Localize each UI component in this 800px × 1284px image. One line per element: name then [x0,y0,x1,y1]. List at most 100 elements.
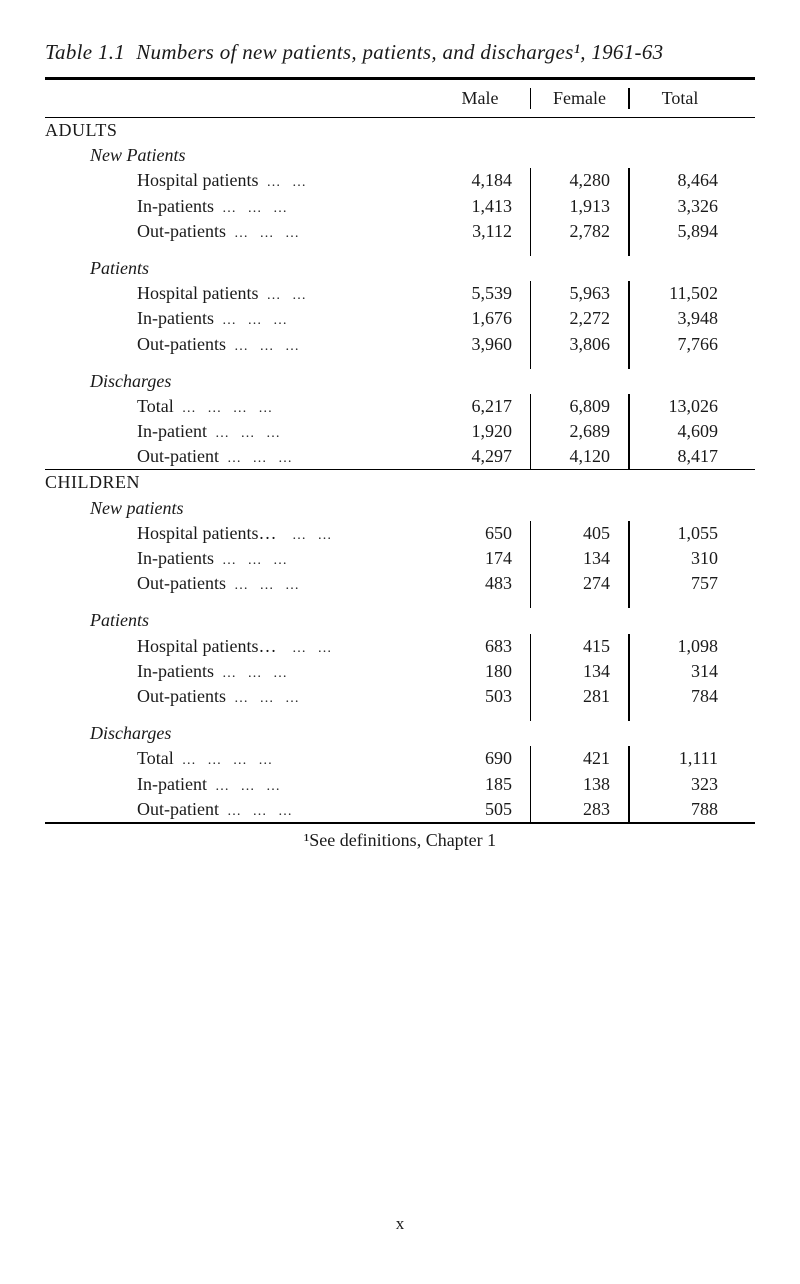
row-label: Out-patient… … … [45,444,430,469]
cell-female: 283 [530,797,630,822]
table-row: Out-patients… … … 3,112 2,782 5,894 [45,219,755,244]
cell-male: 5,539 [430,281,530,306]
title-text: Numbers of new patients, patients, and d… [136,40,663,64]
table-row: Total… … … … 690 421 1,111 [45,746,755,771]
table-row: Hospital patients… … 4,184 4,280 8,464 [45,168,755,193]
cell-male: 174 [430,546,530,571]
group-heading-row: Patients [45,608,755,633]
cell-total: 11,502 [630,281,730,306]
row-label: Out-patients… … … [45,684,430,709]
row-label: In-patients… … … [45,659,430,684]
header-label-spacer [45,88,430,109]
cell-female: 2,782 [530,219,630,244]
row-label: Hospital patients… … [45,168,430,193]
table-row: In-patients… … … 174 134 310 [45,546,755,571]
cell-female: 415 [530,634,630,659]
cell-male: 1,676 [430,306,530,331]
cell-male: 1,413 [430,194,530,219]
cell-male: 185 [430,772,530,797]
spacer-row [45,357,755,369]
row-label: In-patients… … … [45,306,430,331]
cell-male: 4,184 [430,168,530,193]
row-label: In-patients… … … [45,194,430,219]
cell-total: 1,111 [630,746,730,771]
cell-female: 138 [530,772,630,797]
cell-male: 503 [430,684,530,709]
row-label: Out-patients… … … [45,332,430,357]
cell-female: 6,809 [530,394,630,419]
row-label: In-patients… … … [45,546,430,571]
column-header-male: Male [430,88,530,109]
cell-male: 4,297 [430,444,530,469]
table-title: Table 1.1 Numbers of new patients, patie… [45,40,755,65]
table-row: Out-patients… … … 503 281 784 [45,684,755,709]
table-row: Out-patient… … … 505 283 788 [45,797,755,824]
cell-female: 1,913 [530,194,630,219]
cell-female: 405 [530,521,630,546]
cell-male: 180 [430,659,530,684]
cell-total: 788 [630,797,730,822]
cell-total: 4,609 [630,419,730,444]
row-label: Hospital patients… … [45,281,430,306]
cell-female: 4,280 [530,168,630,193]
group-heading: Discharges [45,369,430,394]
table-number: Table 1.1 [45,40,125,64]
cell-total: 1,055 [630,521,730,546]
cell-male: 505 [430,797,530,822]
cell-female: 281 [530,684,630,709]
group-heading: Patients [45,608,430,633]
group-heading-row: New patients [45,496,755,521]
table-header-row: Male Female Total [45,80,755,118]
section-heading-row: CHILDREN [45,470,755,495]
cell-male: 483 [430,571,530,596]
cell-total: 5,894 [630,219,730,244]
cell-male: 3,112 [430,219,530,244]
cell-male: 6,217 [430,394,530,419]
cell-male: 3,960 [430,332,530,357]
table-row: Out-patients… … … 3,960 3,806 7,766 [45,332,755,357]
cell-male: 1,920 [430,419,530,444]
cell-total: 1,098 [630,634,730,659]
table-row: In-patients… … … 180 134 314 [45,659,755,684]
cell-female: 134 [530,659,630,684]
group-heading-row: Patients [45,256,755,281]
spacer-row [45,244,755,256]
column-header-female: Female [530,88,630,109]
cell-male: 690 [430,746,530,771]
cell-total: 314 [630,659,730,684]
row-label: Total… … … … [45,746,430,771]
group-heading-row: Discharges [45,721,755,746]
group-heading-row: New Patients [45,143,755,168]
row-label: Out-patients… … … [45,219,430,244]
section-heading: CHILDREN [45,470,430,495]
cell-female: 421 [530,746,630,771]
row-label: Hospital patients… … … [45,634,430,659]
column-header-total: Total [630,88,730,109]
spacer-row [45,709,755,721]
cell-total: 310 [630,546,730,571]
cell-total: 8,417 [630,444,730,469]
cell-total: 757 [630,571,730,596]
cell-total: 8,464 [630,168,730,193]
section-heading: ADULTS [45,118,430,143]
table-row: Out-patient… … … 4,297 4,120 8,417 [45,444,755,469]
cell-female: 2,272 [530,306,630,331]
table-row: Out-patients… … … 483 274 757 [45,571,755,596]
row-label: Out-patient… … … [45,797,430,822]
table-row: Hospital patients… … … 650 405 1,055 [45,521,755,546]
table-row: In-patient… … … 185 138 323 [45,772,755,797]
data-table: Male Female Total ADULTS New Patients Ho… [45,77,755,824]
group-heading: Patients [45,256,430,281]
spacer-row [45,596,755,608]
table-row: In-patient… … … 1,920 2,689 4,609 [45,419,755,444]
row-label: Out-patients… … … [45,571,430,596]
cell-female: 4,120 [530,444,630,469]
table-row: Hospital patients… … … 683 415 1,098 [45,634,755,659]
cell-total: 3,326 [630,194,730,219]
cell-total: 784 [630,684,730,709]
section-heading-row: ADULTS [45,118,755,143]
group-heading: Discharges [45,721,430,746]
row-label: In-patient… … … [45,772,430,797]
table-row: Hospital patients… … 5,539 5,963 11,502 [45,281,755,306]
group-heading: New patients [45,496,430,521]
